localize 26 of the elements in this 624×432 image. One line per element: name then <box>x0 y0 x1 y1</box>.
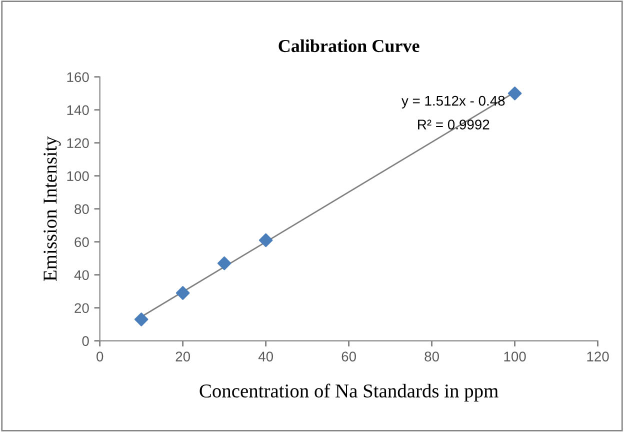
point <box>258 233 273 248</box>
x-tick-label: 100 <box>504 352 526 362</box>
x-tick-label: 20 <box>176 352 190 362</box>
y-tick-label: 40 <box>74 270 89 280</box>
x-tick-label: 0 <box>96 352 104 362</box>
point <box>134 312 148 326</box>
y-tick-label: 20 <box>74 303 89 314</box>
x-tick-label: 80 <box>424 352 439 362</box>
point <box>508 86 522 100</box>
chart-title: Calibration Curve <box>278 39 420 52</box>
x-tick-label: 40 <box>258 352 274 362</box>
y-tick-label: 120 <box>67 138 89 148</box>
annotation: R² = 0.9992 <box>418 120 490 130</box>
y-axis-title: Emission Intensity <box>44 136 61 281</box>
annotation: y = 1.512x - 0.48 <box>402 96 505 108</box>
y-tick-label: 60 <box>74 237 89 248</box>
x-tick-label: 60 <box>342 352 356 362</box>
y-tick-label: 140 <box>67 105 89 116</box>
y-tick-label: 100 <box>67 171 89 182</box>
y-tick-label: 160 <box>67 72 89 82</box>
x-tick-label: 120 <box>587 352 609 362</box>
point <box>176 286 190 300</box>
point <box>217 256 232 270</box>
y-tick-label: 0 <box>82 336 89 346</box>
x-axis-title: Concentration of Na Standards in ppm <box>200 384 498 402</box>
y-tick-label: 80 <box>74 204 89 214</box>
